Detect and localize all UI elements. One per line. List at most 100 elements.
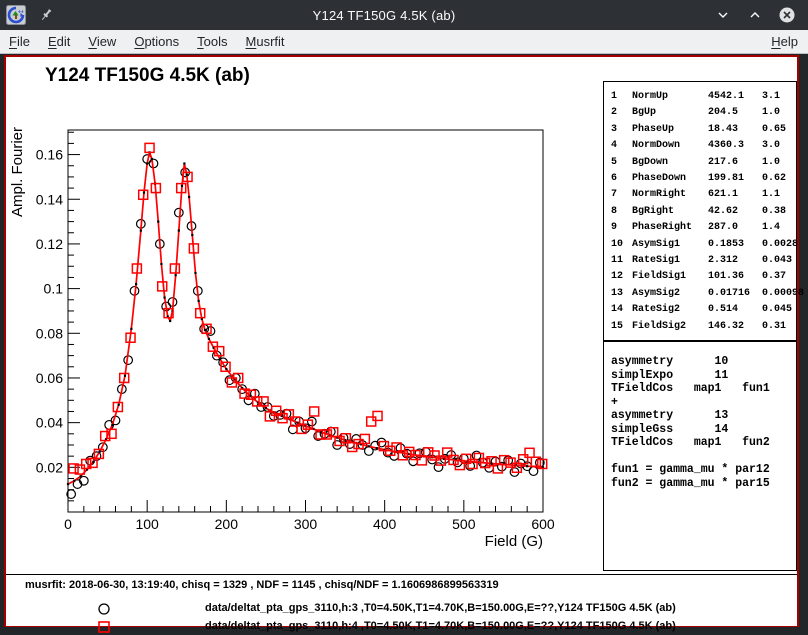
- x-tick-label: 500: [452, 516, 476, 532]
- fit-sample-dot: [178, 229, 180, 231]
- param-number: 11: [611, 253, 632, 269]
- info-pad: musrfit: 2018-06-30, 13:19:40, chisq = 1…: [6, 574, 797, 626]
- y-tick-label: 0.06: [36, 370, 63, 386]
- fit-sample-dot: [526, 465, 528, 467]
- param-error: 1.4: [762, 220, 796, 236]
- x-axis-title: Field (G): [485, 533, 543, 550]
- parameter-row: 5BgDown217.61.0: [611, 155, 796, 171]
- param-error: 0.00098: [762, 286, 804, 302]
- param-value: 2.312: [708, 253, 762, 269]
- data-point-square: [145, 143, 154, 152]
- menu-item-view[interactable]: View: [79, 32, 125, 51]
- parameter-row: 1NormUp4542.13.1: [611, 89, 796, 105]
- y-tick-label: 0.12: [36, 236, 63, 252]
- minimize-button[interactable]: [714, 6, 732, 24]
- fit-sample-dot: [73, 480, 75, 482]
- root-canvas[interactable]: 01002003004005006000.020.040.060.080.10.…: [4, 55, 799, 627]
- parameter-row: 11RateSig12.3120.043: [611, 253, 796, 269]
- menu-item-tools[interactable]: Tools: [188, 32, 236, 51]
- fit-sample-dot: [204, 329, 206, 331]
- fit-sample-dot: [135, 283, 137, 285]
- param-number: 2: [611, 105, 632, 121]
- param-name: BgUp: [632, 105, 708, 121]
- fit-sample-dot: [186, 174, 188, 176]
- fit-sample-dot: [143, 191, 145, 193]
- fit-parameter-box[interactable]: 1NormUp4542.13.12BgUp204.51.03PhaseUp18.…: [603, 81, 797, 341]
- param-value: 0.1853: [708, 237, 762, 253]
- fit-sample-dot: [376, 447, 378, 449]
- fit-curve: [68, 152, 543, 484]
- parameter-row: 13AsymSig20.017160.00098: [611, 286, 796, 302]
- close-icon: [778, 6, 796, 24]
- param-name: FieldSig1: [632, 269, 708, 285]
- svg-text:++: ++: [18, 10, 24, 16]
- param-number: 12: [611, 269, 632, 285]
- menu-bar: FileEditViewOptionsToolsMusrfit Help: [0, 30, 808, 54]
- series-h3-points: [67, 155, 544, 499]
- fit-sample-dot: [157, 220, 159, 222]
- y-axis-title: Ampl. Fourier: [9, 127, 26, 217]
- param-number: 3: [611, 122, 632, 138]
- data-point-square: [367, 417, 376, 426]
- parameter-row: 2BgUp204.51.0: [611, 105, 796, 121]
- x-tick-label: 300: [294, 516, 318, 532]
- param-value: 18.43: [708, 122, 762, 138]
- fit-sample-dot: [118, 404, 120, 406]
- param-name: NormRight: [632, 187, 708, 203]
- param-value: 4542.1: [708, 89, 762, 105]
- param-error: 0.045: [762, 302, 796, 318]
- menu-item-musrfit[interactable]: Musrfit: [237, 32, 294, 51]
- fit-sample-dot: [188, 196, 190, 198]
- param-name: NormDown: [632, 138, 708, 154]
- fit-sample-dot: [183, 162, 185, 164]
- data-point-square: [373, 411, 382, 420]
- param-number: 4: [611, 138, 632, 154]
- param-value: 146.32: [708, 319, 762, 335]
- fit-sample-dot: [67, 483, 69, 485]
- param-value: 101.36: [708, 269, 762, 285]
- param-error: 0.62: [762, 171, 796, 187]
- param-name: PhaseDown: [632, 171, 708, 187]
- data-point-circle: [422, 448, 431, 457]
- fit-sample-dot: [92, 461, 94, 463]
- menu-item-file[interactable]: File: [0, 32, 39, 51]
- fit-sample-dot: [169, 320, 171, 322]
- param-name: PhaseRight: [632, 220, 708, 236]
- fit-sample-dot: [225, 368, 227, 370]
- parameter-row: 4NormDown4360.33.0: [611, 138, 796, 154]
- pin-icon[interactable]: [38, 7, 54, 23]
- y-tick-label: 0.16: [36, 147, 63, 163]
- param-number: 1: [611, 89, 632, 105]
- param-number: 9: [611, 220, 632, 236]
- fit-sample-dot: [146, 162, 148, 164]
- y-tick-label: 0.08: [36, 325, 63, 341]
- menu-item-edit[interactable]: Edit: [39, 32, 79, 51]
- parameter-row: 7NormRight621.11.1: [611, 187, 796, 203]
- param-name: RateSig1: [632, 253, 708, 269]
- menu-item-help[interactable]: Help: [761, 32, 808, 51]
- param-number: 7: [611, 187, 632, 203]
- param-name: BgRight: [632, 204, 708, 220]
- param-name: FieldSig2: [632, 319, 708, 335]
- legend-label: data/deltat_pta_gps_3110,h:3 ,T0=4.50K,T…: [205, 602, 676, 614]
- param-number: 8: [611, 204, 632, 220]
- param-name: BgDown: [632, 155, 708, 171]
- param-number: 14: [611, 302, 632, 318]
- close-button[interactable]: [778, 6, 796, 24]
- fit-sample-dot: [160, 263, 162, 265]
- parameter-row: 9PhaseRight287.01.4: [611, 220, 796, 236]
- theory-box[interactable]: asymmetry 10 simplExpo 11 TFieldCos map1…: [603, 341, 797, 571]
- x-tick-label: 400: [373, 516, 397, 532]
- param-name: AsymSig2: [632, 286, 708, 302]
- x-tick-label: 200: [215, 516, 239, 532]
- maximize-button[interactable]: [746, 6, 764, 24]
- param-error: 3.0: [762, 138, 796, 154]
- param-name: NormUp: [632, 89, 708, 105]
- parameter-row: 10AsymSig10.18530.0028: [611, 237, 796, 253]
- fit-sample-dot: [151, 158, 153, 160]
- fit-sample-dot: [198, 300, 200, 302]
- param-number: 15: [611, 319, 632, 335]
- param-value: 42.62: [708, 204, 762, 220]
- menu-item-options[interactable]: Options: [125, 32, 188, 51]
- legend-circle-marker: [97, 602, 111, 616]
